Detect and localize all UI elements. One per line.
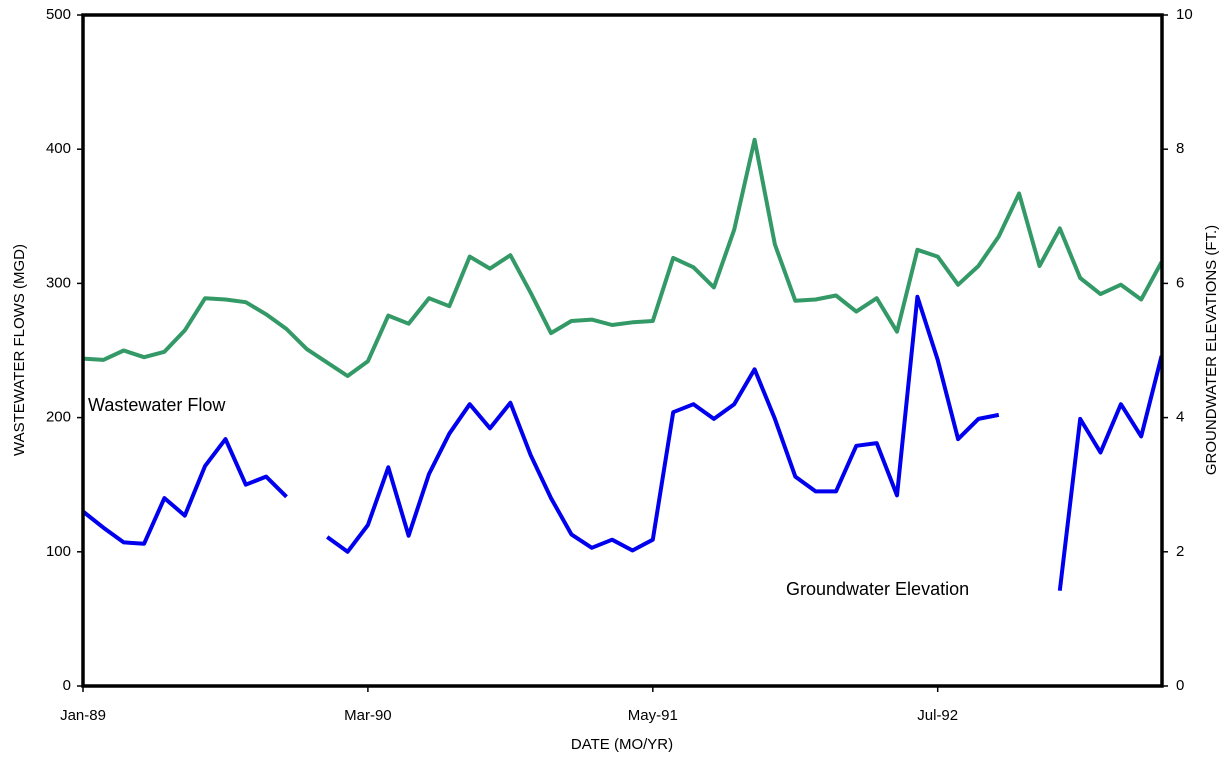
- x-tick-label: Jan-89: [60, 707, 106, 724]
- y-tick-label: 200: [46, 409, 71, 426]
- y-tick-label: 100: [46, 543, 71, 560]
- y2-tick-label: 0: [1176, 677, 1184, 694]
- x-axis-label: DATE (MO/YR): [571, 736, 673, 753]
- annotation: Groundwater Elevation: [786, 579, 969, 599]
- data-line: [82, 137, 1164, 378]
- y2-tick-label: 6: [1176, 274, 1184, 291]
- annotation: Wastewater Flow: [88, 395, 226, 415]
- y2-tick-label: 8: [1176, 140, 1184, 157]
- x-tick-label: Jul-92: [917, 707, 958, 724]
- y2-tick-label: 2: [1176, 543, 1184, 560]
- x-tick-label: Mar-90: [344, 707, 392, 724]
- x-tick-label: May-91: [628, 707, 678, 724]
- data-line: [81, 437, 288, 546]
- data-line: [1057, 355, 1164, 591]
- y-tick-label: 300: [46, 274, 71, 291]
- y2-tick-label: 10: [1176, 6, 1193, 23]
- y2-tick-label: 4: [1176, 409, 1184, 426]
- y-tick-label: 0: [63, 677, 71, 694]
- plot-frame: [81, 13, 1164, 688]
- y2-axis-label: GROUNDWATER ELEVATIONS (FT.): [1203, 225, 1220, 475]
- y-axis-label: WASTEWATER FLOWS (MGD): [11, 244, 28, 456]
- y-tick-label: 400: [46, 140, 71, 157]
- y-tick-label: 500: [46, 6, 71, 23]
- data-line: [326, 294, 1000, 554]
